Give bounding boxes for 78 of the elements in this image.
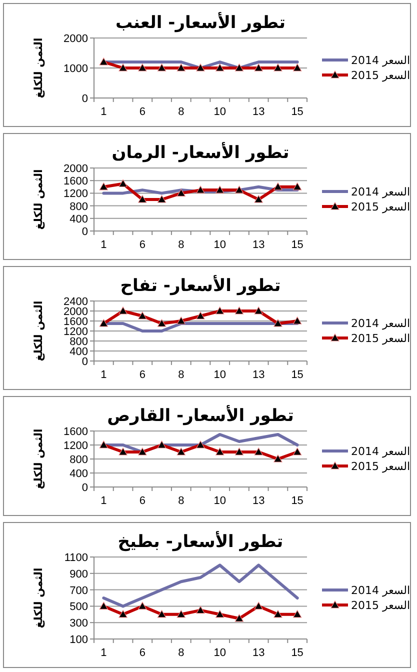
x-tick-label: 15 bbox=[291, 647, 304, 659]
y-tick-label: 400 bbox=[70, 213, 88, 226]
legend-label: السعر 2015 bbox=[351, 599, 410, 612]
legend-label: السعر 2014 bbox=[351, 584, 410, 597]
y-tick-label: 1200 bbox=[64, 326, 88, 338]
x-tick-label: 10 bbox=[214, 495, 226, 507]
x-tick-label: 8 bbox=[178, 106, 184, 118]
x-tick-label: 8 bbox=[178, 647, 184, 659]
legend-label: السعر 2015 bbox=[351, 200, 410, 214]
x-tick-label: 13 bbox=[252, 239, 265, 251]
y-tick-label: 2000 bbox=[64, 163, 88, 175]
legend-label: السعر 2014 bbox=[351, 54, 410, 67]
y-tick-label: 700 bbox=[70, 584, 88, 597]
y-axis-title: الثمن للكلغ bbox=[32, 428, 45, 490]
chart-title: تطور الأسعار- بطيخ bbox=[118, 530, 284, 552]
x-tick-label: 10 bbox=[214, 239, 226, 251]
y-tick-label: 300 bbox=[70, 618, 88, 630]
y-tick-label: 900 bbox=[70, 568, 88, 580]
legend-label: السعر 2014 bbox=[351, 186, 410, 198]
x-tick-label: 1 bbox=[100, 106, 107, 118]
y-tick-label: 800 bbox=[70, 454, 88, 466]
legend-label: السعر 2015 bbox=[351, 69, 410, 82]
x-tick-label: 8 bbox=[178, 495, 184, 507]
y-axis-title: الثمن للكلغ bbox=[32, 300, 45, 362]
x-tick-label: 15 bbox=[291, 106, 304, 118]
y-tick-label: 1600 bbox=[64, 316, 88, 328]
y-tick-label: 1000 bbox=[64, 63, 88, 75]
y-tick-label: 500 bbox=[70, 601, 88, 614]
x-tick-label: 10 bbox=[214, 106, 226, 118]
y-tick-label: 0 bbox=[82, 356, 88, 368]
y-tick-label: 1100 bbox=[64, 552, 88, 564]
x-tick-label: 13 bbox=[252, 647, 265, 659]
chart-title: تطور الأسعار- العنب bbox=[116, 11, 286, 33]
y-tick-label: 0 bbox=[82, 93, 88, 105]
y-tick-label: 2000 bbox=[64, 306, 88, 318]
x-tick-label: 6 bbox=[139, 239, 146, 251]
chart-title: تطور الأسعار- القارص bbox=[107, 404, 294, 426]
x-tick-label: 1 bbox=[100, 239, 107, 251]
y-tick-label: 1600 bbox=[64, 176, 88, 188]
x-tick-label: 1 bbox=[100, 369, 107, 381]
legend-label: السعر 2014 bbox=[351, 317, 410, 330]
y-tick-label: 400 bbox=[70, 346, 88, 358]
y-tick-label: 1600 bbox=[64, 426, 88, 438]
legend-label: السعر 2015 bbox=[351, 332, 410, 345]
x-tick-label: 6 bbox=[139, 647, 146, 659]
x-tick-label: 10 bbox=[214, 647, 226, 659]
x-tick-label: 6 bbox=[139, 369, 146, 381]
x-tick-label: 10 bbox=[214, 369, 226, 381]
legend-label: السعر 2014 bbox=[351, 445, 410, 458]
x-tick-label: 6 bbox=[139, 495, 146, 507]
y-tick-label: 0 bbox=[82, 482, 88, 494]
x-tick-label: 15 bbox=[291, 239, 304, 251]
y-axis-title: الثمن للكلغ bbox=[32, 169, 45, 230]
y-tick-label: 2400 bbox=[64, 296, 88, 308]
x-tick-label: 13 bbox=[252, 369, 265, 381]
x-tick-label: 15 bbox=[291, 495, 304, 507]
x-tick-label: 1 bbox=[100, 495, 107, 507]
y-tick-label: 1200 bbox=[64, 440, 88, 452]
x-tick-label: 8 bbox=[178, 369, 184, 381]
y-axis-title: الثمن للكلغ bbox=[32, 38, 45, 98]
y-tick-label: 2000 bbox=[64, 33, 88, 45]
x-tick-label: 8 bbox=[178, 239, 184, 251]
chart-title: تطور الأسعار- الرمان bbox=[112, 141, 290, 163]
line-series bbox=[102, 564, 299, 608]
y-tick-label: 400 bbox=[70, 468, 88, 480]
y-tick-label: 800 bbox=[70, 200, 88, 213]
x-tick-label: 6 bbox=[139, 106, 146, 118]
x-tick-label: 13 bbox=[252, 106, 265, 118]
x-tick-label: 13 bbox=[252, 495, 265, 507]
y-tick-label: 1200 bbox=[64, 188, 88, 200]
x-tick-label: 15 bbox=[291, 369, 304, 381]
y-axis-title: الثمن للكلغ bbox=[32, 568, 45, 628]
y-tick-label: 100 bbox=[70, 634, 88, 646]
y-tick-label: 800 bbox=[70, 336, 88, 348]
x-tick-label: 1 bbox=[100, 647, 107, 659]
legend-label: السعر 2015 bbox=[351, 460, 410, 473]
chart-title: تطور الأسعار- تفاح bbox=[120, 274, 281, 296]
y-tick-label: 0 bbox=[82, 226, 88, 238]
